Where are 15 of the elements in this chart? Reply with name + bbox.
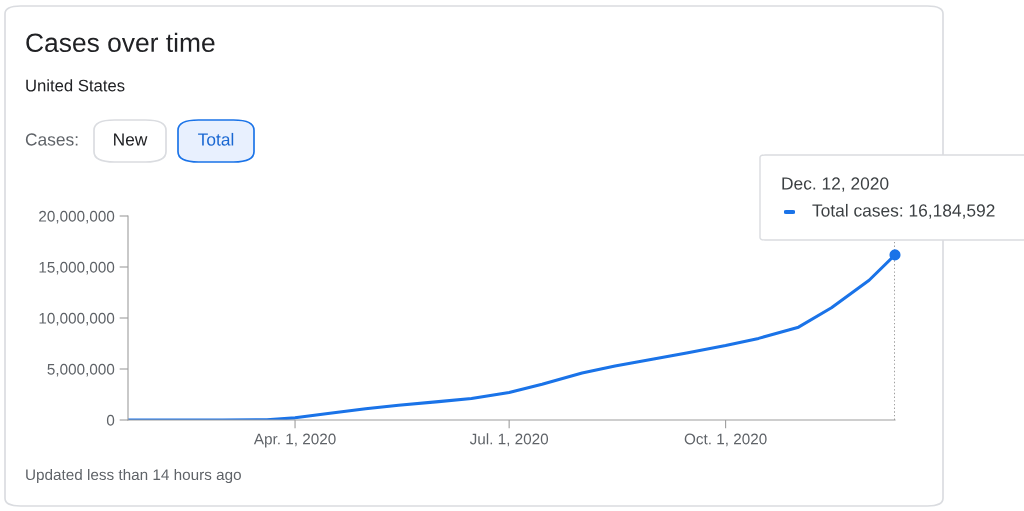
y-tick-label: 10,000,000 — [39, 312, 115, 326]
y-tick-label: 15,000,000 — [39, 261, 115, 275]
chart-title: Cases over time — [26, 32, 215, 53]
chart-subtitle: United States — [26, 79, 125, 92]
x-tick-label: Oct. 1, 2020 — [684, 433, 767, 447]
text: New — [114, 133, 148, 146]
x-tick-label: Apr. 1, 2020 — [253, 433, 336, 448]
text: Updated less than 14 hours ago — [26, 468, 241, 484]
y-tick-label: 5,000,000 — [47, 363, 115, 377]
y-tick-label: 0 — [106, 414, 115, 426]
annotation: Dec. 12, 2020 Total cases: 16,184,592 — [782, 177, 995, 219]
text: Total — [198, 132, 234, 146]
y-tick-label: 20,000,000 — [39, 210, 115, 224]
x-tick-label: Jul. 1, 2020 — [469, 433, 549, 447]
text: Cases: — [25, 133, 78, 146]
